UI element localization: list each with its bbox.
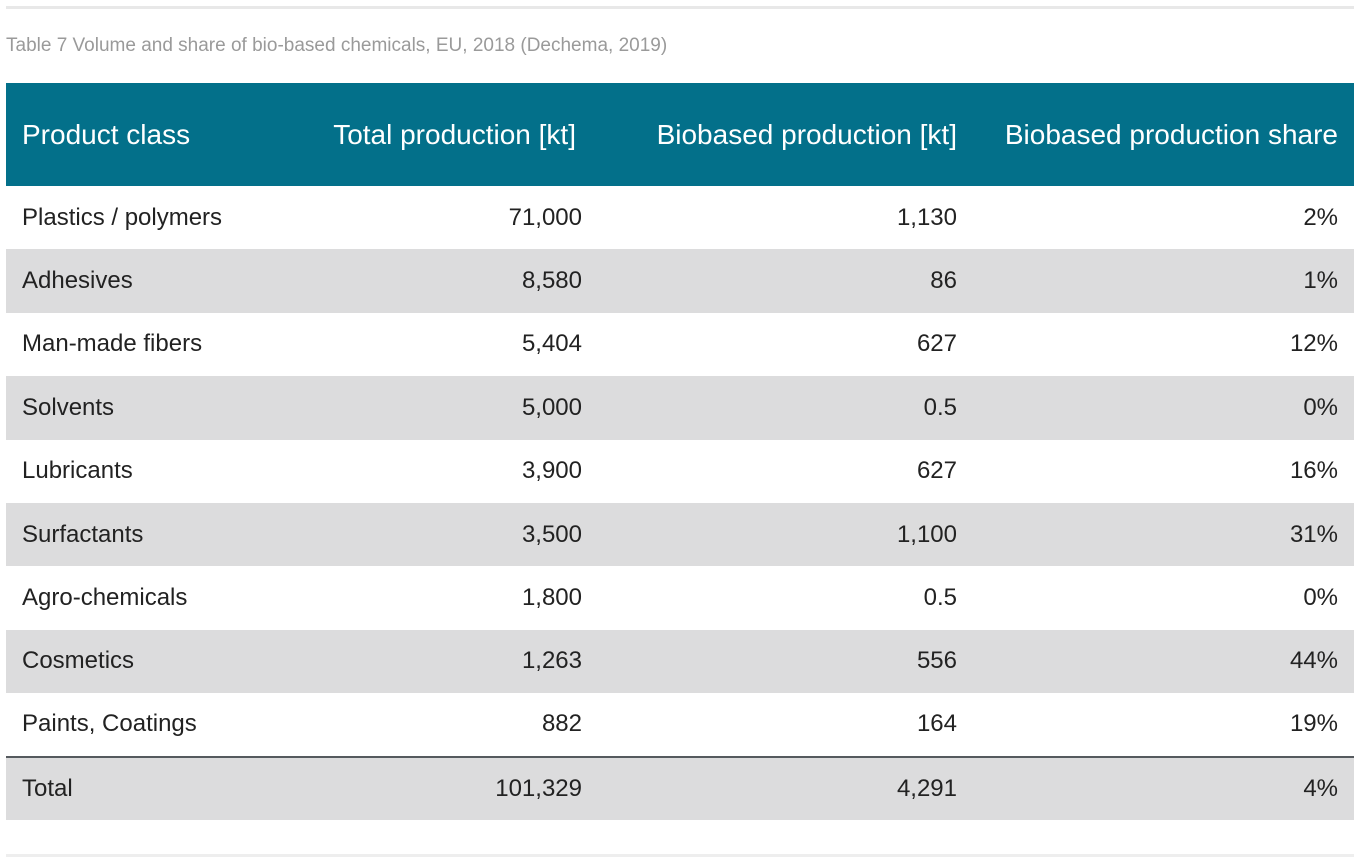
biobased-production-cell: 556: [916, 647, 957, 675]
biobased-share-cell: 0%: [1303, 393, 1338, 421]
biobased-share-total-cell: 4%: [973, 755, 1354, 820]
product-class-cell: Agro-chemicals: [22, 584, 188, 612]
product-class-cell: Solvents: [22, 393, 115, 421]
top-rule: [6, 6, 1354, 9]
header-row: Product class Total production [kt] Biob…: [6, 83, 1354, 186]
total-row: Total 101,329 4,291 4%: [6, 755, 1354, 820]
header-total-production: Total production [kt]: [333, 118, 576, 150]
biobased-share-cell: 1%: [1303, 267, 1338, 295]
biobased-production-cell: 627: [916, 330, 957, 358]
table-row: Plastics / polymers 71,000 1,130 2%: [6, 186, 1354, 250]
table-row: Man-made fibers 5,404 627 12%: [6, 312, 1354, 377]
total-production-cell: 5,404: [521, 330, 582, 358]
table-row: Paints, Coatings 882 164 19%: [6, 693, 1354, 757]
total-label-cell: Total: [6, 755, 285, 820]
total-production-cell: 71,000: [508, 203, 582, 231]
total-production-cell: 3,900: [521, 457, 582, 485]
biobased-share-cell: 19%: [1289, 710, 1338, 738]
product-class-cell: Surfactants: [22, 520, 144, 548]
table-row: Lubricants 3,900 627 16%: [6, 439, 1354, 503]
biobased-production-cell: 0.5: [923, 393, 957, 421]
biobased-production-cell: 1,130: [896, 203, 957, 231]
product-class-cell: Adhesives: [22, 267, 133, 295]
total-production-cell: 5,000: [521, 393, 582, 421]
total-production-cell: 1,263: [521, 647, 582, 675]
table-caption: Table 7 Volume and share of bio-based ch…: [6, 35, 668, 56]
biobased-share-cell: 12%: [1289, 330, 1338, 358]
biobased-production-cell: 627: [916, 457, 957, 485]
biobased-production-cell: 86: [930, 267, 957, 295]
data-table: Product class Total production [kt] Biob…: [6, 83, 1354, 820]
header-biobased-share: Biobased production share: [1004, 118, 1338, 150]
table-row: Surfactants 3,500 1,100 31%: [6, 502, 1354, 567]
table-row: Agro-chemicals 1,800 0.5 0%: [6, 566, 1354, 630]
biobased-production-cell: 1,100: [896, 520, 957, 548]
product-class-cell: Cosmetics: [22, 647, 135, 675]
biobased-production-cell: 164: [916, 710, 957, 738]
header-product-class: Product class: [22, 118, 191, 150]
total-production-cell: 8,580: [521, 267, 582, 295]
biobased-share-cell: 44%: [1289, 647, 1338, 675]
biobased-production-sum-cell: 4,291: [592, 755, 973, 820]
total-production-cell: 1,800: [521, 584, 582, 612]
header-biobased-production: Biobased production [kt]: [656, 118, 957, 150]
total-production-cell: 3,500: [521, 520, 582, 548]
product-class-cell: Paints, Coatings: [22, 710, 197, 738]
table-row: Adhesives 8,580 86 1%: [6, 249, 1354, 313]
total-production-cell: 882: [541, 710, 582, 738]
product-class-cell: Plastics / polymers: [22, 203, 223, 231]
table-row: Solvents 5,000 0.5 0%: [6, 376, 1354, 440]
biobased-share-cell: 16%: [1289, 457, 1338, 485]
biobased-production-cell: 0.5: [923, 584, 957, 612]
total-production-sum-cell: 101,329: [285, 755, 592, 820]
table-row: Cosmetics 1,263 556 44%: [6, 629, 1354, 694]
product-class-cell: Lubricants: [22, 457, 133, 485]
biobased-share-cell: 2%: [1303, 203, 1338, 231]
product-class-cell: Man-made fibers: [22, 330, 203, 358]
biobased-share-cell: 0%: [1303, 584, 1338, 612]
biobased-share-cell: 31%: [1289, 520, 1338, 548]
bottom-rule: [6, 854, 1354, 857]
